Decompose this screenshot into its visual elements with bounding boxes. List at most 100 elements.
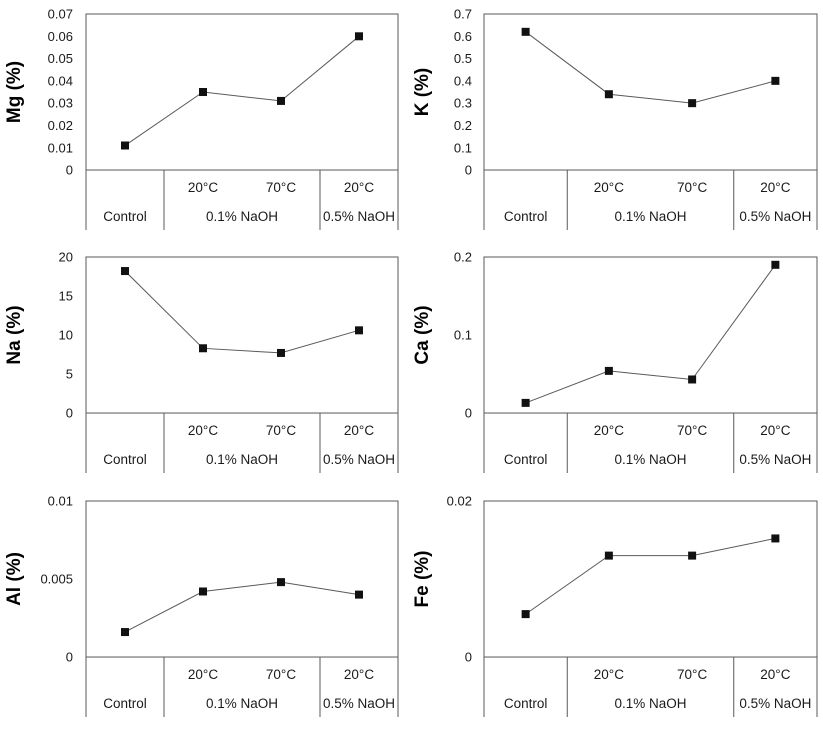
data-point-marker [687, 375, 696, 384]
series-line [124, 270, 360, 354]
group-label: 0.5% NaOH [323, 696, 395, 711]
data-point-marker [770, 534, 779, 543]
group-label: 0.5% NaOH [323, 452, 395, 467]
chart-panel-ca: 0 0.1 0.2 Ca (%) 20°C 70°C 20°C Control 0.1% NaO… [412, 243, 823, 486]
data-point-marker [277, 349, 285, 358]
temperature-label: 20°C [188, 667, 218, 682]
chart-panel-k: 0 0.1 0.2 0.3 0.4 0.5 0.6 0.7 K (%) 20°C 70°C 20°C C… [412, 0, 823, 243]
chart-panel-mg: 0 0.01 0.02 0.03 0.04 0.05 0.06 0.07 Mg (%) 20°C 7… [0, 0, 412, 243]
group-label: Control [103, 696, 147, 711]
data-point-marker [121, 267, 129, 276]
series-line [124, 581, 360, 633]
plot-border [483, 13, 817, 171]
y-tick-label: 0.01 [48, 493, 73, 508]
temperature-label: 70°C [677, 423, 707, 438]
data-point-marker [355, 326, 363, 335]
y-tick-label: 0.05 [48, 51, 73, 66]
y-tick-label: 0.7 [453, 7, 471, 22]
y-tick-label: 0.1 [453, 328, 471, 343]
data-point-marker [770, 76, 779, 85]
data-point-marker [199, 88, 207, 97]
series-line [124, 35, 360, 146]
y-tick-label: 0.5 [453, 51, 471, 66]
y-tick-label: 0.1 [453, 140, 471, 155]
data-point-marker [687, 551, 696, 560]
group-label: Control [503, 696, 547, 711]
plot-border [85, 13, 399, 171]
group-label: Control [103, 209, 147, 224]
mg-line-chart: 0 0.01 0.02 0.03 0.04 0.05 0.06 0.07 Mg (%) 20°C 7… [4, 7, 399, 231]
data-point-marker [604, 367, 613, 376]
y-tick-label: 0.07 [48, 7, 73, 22]
group-label: Control [503, 209, 547, 224]
group-label: 0.1% NaOH [614, 452, 686, 467]
ca-line-chart: 0 0.1 0.2 Ca (%) 20°C 70°C 20°C Control 0.1% NaO… [412, 250, 817, 474]
y-tick-label: 0 [66, 406, 73, 421]
temperature-label: 70°C [266, 423, 296, 438]
y-tick-label: 20 [59, 250, 73, 265]
fe-line-chart: 0 0.02 Fe (%) 20°C 70°C 20°C Control 0.1% NaOH 0… [412, 493, 817, 717]
temperature-label: 20°C [344, 667, 374, 682]
data-point-marker [355, 590, 363, 599]
data-point-marker [355, 32, 363, 41]
y-tick-label: 0.4 [453, 73, 471, 88]
y-axis-title: Ca (%) [412, 306, 433, 365]
y-tick-label: 0.6 [453, 29, 471, 44]
plot-border [85, 500, 399, 658]
data-point-marker [687, 99, 696, 108]
series-line [524, 31, 776, 104]
data-point-marker [199, 344, 207, 353]
y-axis-title: Al (%) [4, 552, 25, 606]
temperature-label: 20°C [344, 180, 374, 195]
temperature-label: 20°C [760, 423, 790, 438]
al-line-chart: 0 0.005 0.01 Al (%) 20°C 70°C 20°C Control 0.1% … [4, 493, 399, 717]
data-point-marker [277, 577, 285, 586]
group-label: 0.5% NaOH [739, 452, 811, 467]
temperature-label: 70°C [266, 667, 296, 682]
y-tick-label: 0 [66, 649, 73, 664]
y-tick-label: 5 [66, 367, 73, 382]
data-point-marker [121, 141, 129, 150]
temperature-label: 70°C [266, 180, 296, 195]
y-tick-label: 0.06 [48, 29, 73, 44]
y-tick-label: 10 [59, 328, 73, 343]
y-tick-label: 0 [66, 163, 73, 178]
y-tick-label: 0.01 [48, 140, 73, 155]
chart-panel-fe: 0 0.02 Fe (%) 20°C 70°C 20°C Control 0.1% NaOH 0… [412, 487, 823, 730]
group-label: Control [103, 452, 147, 467]
temperature-label: 20°C [760, 180, 790, 195]
data-point-marker [121, 627, 129, 636]
temperature-label: 20°C [593, 180, 623, 195]
group-label: Control [503, 452, 547, 467]
data-point-marker [521, 609, 530, 618]
plot-border [85, 256, 399, 414]
y-tick-label: 0.005 [40, 571, 73, 586]
temperature-label: 20°C [593, 667, 623, 682]
plot-border [483, 256, 817, 414]
group-label: 0.1% NaOH [614, 209, 686, 224]
y-tick-label: 15 [59, 289, 73, 304]
temperature-label: 70°C [677, 180, 707, 195]
data-point-marker [199, 587, 207, 596]
y-tick-label: 0.04 [48, 73, 73, 88]
group-label: 0.1% NaOH [206, 452, 278, 467]
temperature-label: 20°C [760, 667, 790, 682]
y-tick-label: 0.02 [48, 118, 73, 133]
group-label: 0.5% NaOH [739, 209, 811, 224]
temperature-label: 70°C [677, 667, 707, 682]
k-line-chart: 0 0.1 0.2 0.3 0.4 0.5 0.6 0.7 K (%) 20°C 70°C 20°C C… [412, 7, 817, 231]
group-label: 0.5% NaOH [323, 209, 395, 224]
data-point-marker [277, 96, 285, 105]
series-line [524, 264, 776, 404]
data-point-marker [604, 90, 613, 99]
y-axis-title: Na (%) [4, 306, 25, 365]
temperature-label: 20°C [593, 423, 623, 438]
group-label: 0.1% NaOH [206, 696, 278, 711]
data-point-marker [521, 27, 530, 36]
y-tick-label: 0.3 [453, 96, 471, 111]
data-point-marker [604, 551, 613, 560]
y-tick-label: 0.02 [446, 493, 471, 508]
group-label: 0.1% NaOH [206, 209, 278, 224]
y-tick-label: 0.2 [453, 118, 471, 133]
